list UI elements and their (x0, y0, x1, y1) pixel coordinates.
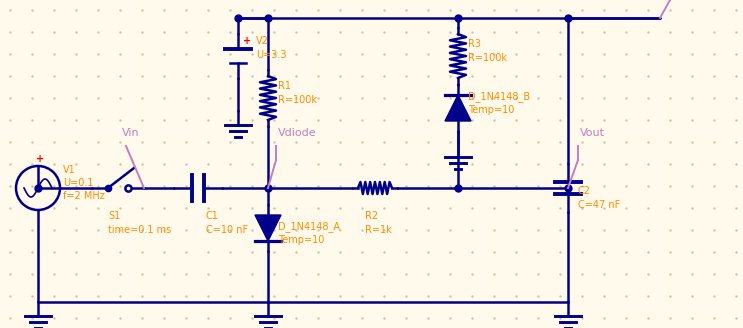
Text: D_1N4148_B
Temp=10: D_1N4148_B Temp=10 (468, 91, 530, 115)
Text: +: + (36, 154, 44, 164)
Polygon shape (255, 215, 281, 241)
Text: Vout: Vout (580, 128, 605, 138)
Text: +: + (243, 36, 251, 46)
Text: C1
C=10 nF: C1 C=10 nF (206, 212, 248, 235)
Text: V2
U=3.3: V2 U=3.3 (256, 36, 287, 60)
Text: S1
time=0.1 ms: S1 time=0.1 ms (108, 212, 171, 235)
Text: R1
R=100k: R1 R=100k (278, 81, 317, 105)
Text: R2
R=1k: R2 R=1k (365, 212, 392, 235)
Text: Vdiode: Vdiode (278, 128, 317, 138)
Text: V1
U=0.1
f=2 MHz: V1 U=0.1 f=2 MHz (63, 165, 105, 201)
Text: D_1N4148_A
Temp=10: D_1N4148_A Temp=10 (278, 221, 340, 245)
Polygon shape (445, 95, 471, 121)
Text: R3
R=100k: R3 R=100k (468, 39, 507, 63)
Text: Vin: Vin (122, 128, 140, 138)
Text: C2
C=47 nF: C2 C=47 nF (578, 186, 620, 210)
